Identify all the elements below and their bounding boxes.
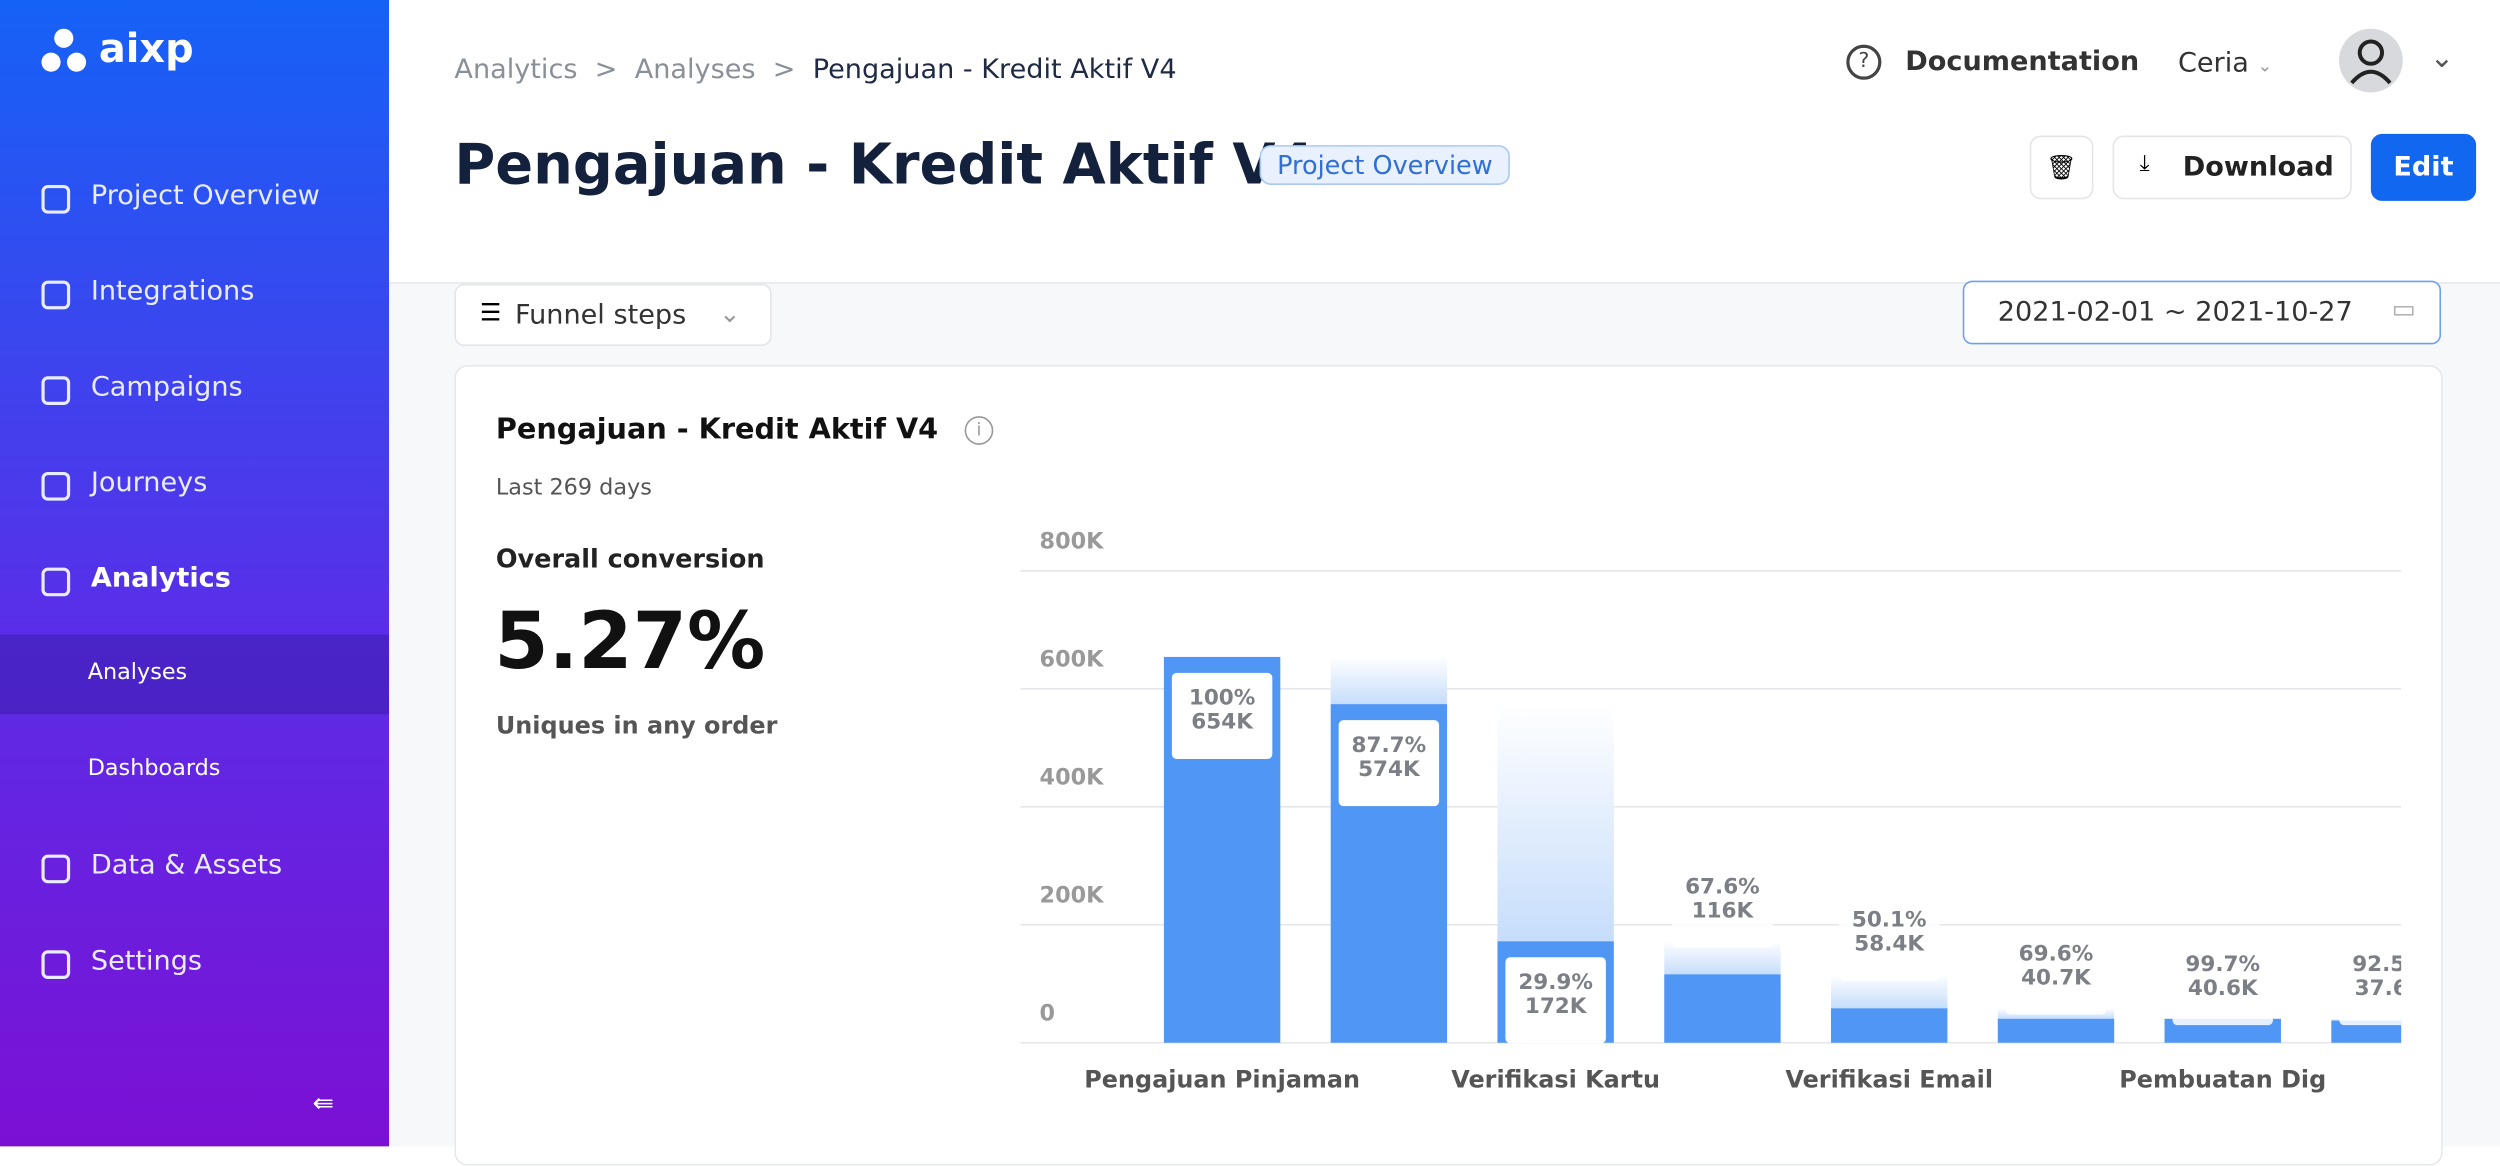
conversion-label: Overall conversion [496,544,765,574]
x-tick-label: Verifikasi Kartu [1451,1065,1660,1093]
nav-icon [41,950,70,979]
nav-item[interactable]: Campaigns [91,371,243,403]
nav-item[interactable]: Data & Assets [91,850,282,882]
nav-item[interactable]: Integrations [91,276,254,308]
edit-button[interactable]: Edit [2371,134,2476,201]
conversion-label: 87.7% [1352,733,1427,758]
badge[interactable]: Project Overview [1260,145,1511,185]
dropoff [1331,657,1447,704]
value-label: 654K [1191,710,1254,735]
crumb[interactable]: Analyses [635,54,756,86]
y-tick-label: 600K [1040,646,1105,672]
x-tick-label: Verifikasi Email [1785,1065,1993,1093]
dropoff [1497,704,1613,941]
value-label: 40.6K [2188,976,2259,1001]
nav-icon [41,281,70,310]
bar [1998,1019,2114,1043]
nav-icon [41,185,70,214]
active-bg [0,635,389,715]
crumb: Pengajuan - Kredit Aktif V4 [813,54,1177,86]
separator: > [595,54,618,86]
bar [1831,1008,1947,1042]
crumb[interactable]: Analytics [454,54,577,86]
funnel-steps-label: Funnel steps [515,300,686,332]
nav-item[interactable]: Project Overview [91,180,320,212]
card-title: Pengajuan - Kredit Aktif V4 [496,413,938,446]
date-picker[interactable]: 2021-02-01 ~ 2021-10-27▭ [1963,281,2441,345]
funnel-steps-dropdown[interactable]: ☰Funnel steps⌄ [454,284,771,346]
value-label: 116K [1692,898,1755,923]
y-tick-label: 200K [1040,882,1105,908]
logo: aixp [99,26,194,72]
nav-icon [41,568,70,597]
y-tick-label: 800K [1040,528,1105,554]
x-tick-label: Pembuatan Dig [2119,1065,2326,1093]
separator: > [773,54,796,86]
value-label: 574K [1358,757,1421,782]
help-icon: ? [1846,45,1881,80]
period: Last 269 days [496,475,652,501]
conversion-label: 67.6% [1685,874,1760,899]
value-label: 172K [1525,994,1588,1019]
value-label: 40.7K [2021,965,2092,990]
logo-icon [40,27,91,75]
value-label: 37.6K [2355,976,2402,1001]
info-icon[interactable]: i [965,416,994,445]
y-tick-label: 0 [1040,1000,1056,1026]
conversion-note: Uniques in any order [496,711,778,740]
conversion-label: 92.5% [2352,952,2401,977]
chevron[interactable]: ⌄ [2430,41,2454,74]
nav-sub-item[interactable]: Dashboards [88,756,221,782]
collapse-icon[interactable]: ⇚ [313,1087,334,1117]
bar [1664,974,1780,1042]
avatar[interactable] [2339,29,2403,93]
nav-sub-item[interactable]: Analyses [88,660,188,686]
breadcrumb: Analytics > Analyses > Pengajuan - Kredi… [454,54,1176,86]
x-tick-label: Pengajuan Pinjaman [1084,1065,1360,1093]
date-range: 2021-02-01 ~ 2021-10-27 [1998,297,2353,329]
delete-button[interactable]: 🗑 [2030,136,2094,200]
nav-icon [41,855,70,884]
nav-item[interactable]: Analytics [91,563,231,595]
conversion-label: 100% [1189,686,1255,711]
conversion-label: 29.9% [1518,970,1593,995]
nav-item[interactable]: Settings [91,945,202,977]
user-menu[interactable]: Ceria ⌄ [2178,48,2272,80]
conversion-label: 99.7% [2185,952,2260,977]
conversion-label: 50.1% [1852,907,1927,932]
nav-icon [41,472,70,501]
download-button[interactable]: ⤓Download [2113,136,2352,200]
nav-item[interactable]: Journeys [91,467,207,499]
funnel-chart: 0 200K 400K 600K 800K 100%654K Pengajuan Pinja… [1020,526,2401,1124]
value-label: 58.4K [1854,931,1925,956]
nav-icon [41,376,70,405]
conversion-value: 5.27% [494,596,765,687]
y-tick-label: 400K [1040,764,1105,790]
sidebar: aixp Project Overview Integrations Campaig… [0,0,389,1146]
user-name: Ceria [2178,48,2249,80]
documentation[interactable]: Documentation [1905,46,2139,78]
page-title: Pengajuan - Kredit Aktif V4 [454,134,1314,198]
download-label: Download [2183,151,2334,183]
conversion-label: 69.6% [2019,941,2094,966]
